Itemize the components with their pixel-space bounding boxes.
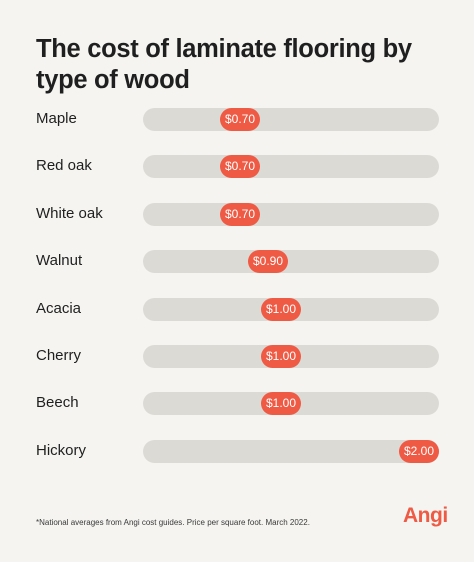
bar-track xyxy=(143,108,439,131)
footnote: *National averages from Angi cost guides… xyxy=(36,518,310,527)
category-label: White oak xyxy=(36,205,103,222)
category-label: Walnut xyxy=(36,252,83,269)
chart-row: Acacia $1.00 xyxy=(0,294,474,324)
value-marker: $0.90 xyxy=(248,250,288,273)
bar-track xyxy=(143,155,439,178)
chart-row: White oak $0.70 xyxy=(0,199,474,229)
value-marker: $1.00 xyxy=(261,392,301,415)
chart-title: The cost of laminate flooring by type of… xyxy=(36,35,412,94)
chart-row: Hickory $2.00 xyxy=(0,436,474,466)
value-marker: $2.00 xyxy=(399,440,439,463)
category-label: Hickory xyxy=(36,442,87,459)
chart-row: Beech $1.00 xyxy=(0,388,474,418)
value-marker: $0.70 xyxy=(220,108,260,131)
category-label: Cherry xyxy=(36,347,82,364)
value-marker: $1.00 xyxy=(261,345,301,368)
chart-row: Cherry $1.00 xyxy=(0,341,474,371)
angi-logo: Angi xyxy=(403,504,448,527)
value-marker: $0.70 xyxy=(220,203,260,226)
bar-track xyxy=(143,250,439,273)
chart-row: Walnut $0.90 xyxy=(0,246,474,276)
chart-row: Red oak $0.70 xyxy=(0,151,474,181)
bar-track xyxy=(143,203,439,226)
category-label: Acacia xyxy=(36,300,82,317)
category-label: Beech xyxy=(36,394,79,411)
value-marker: $1.00 xyxy=(261,298,301,321)
category-label: Maple xyxy=(36,110,77,127)
chart-row: Maple $0.70 xyxy=(0,104,474,134)
bar-track xyxy=(143,440,439,463)
bar-chart: Maple $0.70 Red oak $0.70 White oak $0.70 Waln… xyxy=(0,104,474,494)
category-label: Red oak xyxy=(36,157,92,174)
value-marker: $0.70 xyxy=(220,155,260,178)
